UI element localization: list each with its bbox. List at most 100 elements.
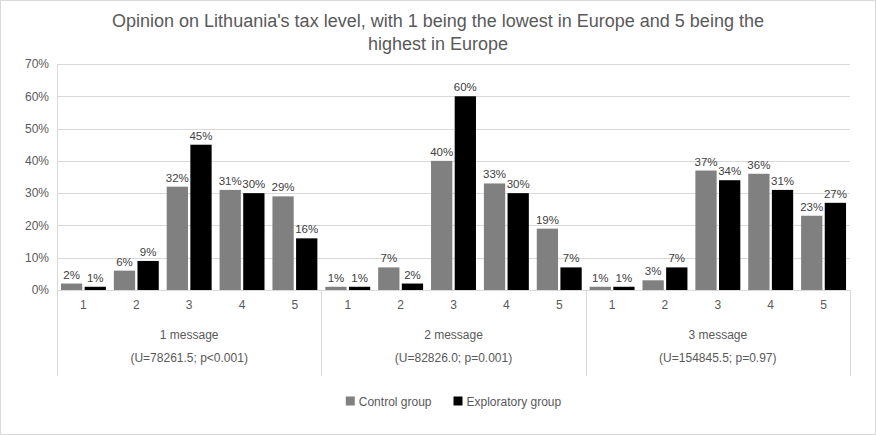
y-tick: 0% [32,283,57,297]
x-tick: 5 [292,298,299,312]
bars [61,96,846,290]
data-label: 2% [404,269,421,281]
chart-border [1,1,876,435]
legend-item: Control group [346,395,432,409]
legend-label: Control group [359,395,432,409]
series-bars [61,161,822,290]
bar [666,267,687,290]
data-label: 16% [295,223,318,235]
bar [272,196,293,290]
grid-line [57,129,850,130]
data-labels: 2%6%32%31%29%1%7%40%33%19%1%3%37%36%23%1… [63,81,847,283]
data-label: 1% [592,272,609,284]
data-label: 27% [824,188,847,200]
bar [590,287,611,290]
group-separator [586,290,587,376]
x-tick: 4 [767,298,774,312]
bar [484,183,505,290]
data-label: 60% [454,81,477,93]
bar [378,267,399,290]
bar [243,193,264,290]
x-tick-label: 3 [450,298,457,312]
y-tick: 20% [25,219,57,233]
y-tick-label: 40% [25,154,49,168]
x-tick-label: 2 [397,298,404,312]
x-tick-label: 2 [133,298,140,312]
bar [349,287,370,290]
x-tick: 4 [239,298,246,312]
data-label: 29% [272,181,295,193]
grid [57,65,850,291]
bar [642,280,663,290]
group-label: 2 message [424,328,483,342]
x-tick-label: 4 [767,298,774,312]
x-tick: 5 [556,298,563,312]
x-tick-label: 1 [609,298,616,312]
bar [772,190,793,290]
x-tick-label: 3 [714,298,721,312]
data-label: 19% [536,214,559,226]
series-bars [85,96,846,290]
x-tick-label: 5 [556,298,563,312]
data-label: 1% [616,272,633,284]
data-label: 30% [242,178,265,190]
grid-line [57,64,850,65]
legend-swatch [346,397,355,406]
legend-item: Exploratory group [454,395,562,409]
x-tick: 3 [714,298,721,312]
y-tick: 10% [25,251,57,265]
data-label: 36% [747,159,770,171]
x-tick: 1 [609,298,616,312]
data-label: 7% [668,252,685,264]
bar [801,216,822,290]
data-label: 1% [87,272,104,284]
data-label: 1% [328,272,345,284]
chart: Opinion on Lithuania's tax level, with 1… [0,0,876,435]
data-label: 2% [63,269,80,281]
x-axis: 123451234512345 [58,291,851,312]
y-tick-label: 50% [25,122,49,136]
x-tick: 4 [503,298,510,312]
grid-line [57,96,850,97]
x-tick: 2 [397,298,404,312]
data-label: 31% [771,175,794,187]
y-tick-label: 70% [25,57,49,71]
y-tick-label: 20% [25,219,49,233]
x-tick: 1 [80,298,87,312]
y-axis: 0% 10% 20% 30% 40% 50% 60% 70% [25,57,58,297]
x-tick-label: 5 [292,298,299,312]
y-tick: 30% [25,186,57,200]
bar [325,287,346,290]
bar [220,190,241,290]
x-tick-label: 3 [186,298,193,312]
group-label: 1 message [160,328,219,342]
group-separator [850,290,851,376]
data-label: 3% [645,265,662,277]
bar [537,229,558,290]
bar [190,145,211,290]
x-tick: 1 [344,298,351,312]
data-label: 33% [483,168,506,180]
group-separator [57,290,58,376]
bar [508,193,529,290]
title: Opinion on Lithuania's tax level, with 1… [112,11,764,54]
bar [695,171,716,290]
bar [296,238,317,290]
bar [560,267,581,290]
x-tick: 3 [450,298,457,312]
bar [167,187,188,290]
bar [455,96,476,290]
data-label: 32% [166,172,189,184]
legend: Control group Exploratory group [346,395,562,409]
data-label: 40% [430,146,453,158]
data-label: 7% [380,252,397,264]
bar [85,287,106,290]
y-tick: 60% [25,90,57,104]
y-tick-label: 60% [25,90,49,104]
bar [61,284,82,290]
x-tick: 2 [662,298,669,312]
grid-line [57,161,850,162]
x-axis-line [58,290,851,291]
bar [748,174,769,290]
group-label: 3 message [688,328,747,342]
